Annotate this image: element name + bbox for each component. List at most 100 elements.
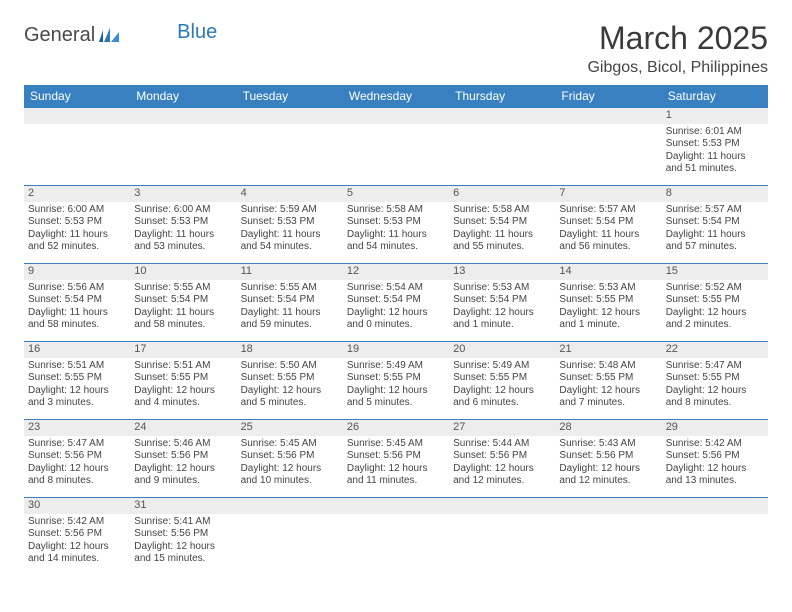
calendar-cell: 24Sunrise: 5:46 AMSunset: 5:56 PMDayligh… bbox=[130, 420, 236, 498]
day-number: 2 bbox=[24, 186, 130, 202]
day-number: 6 bbox=[449, 186, 555, 202]
calendar-cell: 13Sunrise: 5:53 AMSunset: 5:54 PMDayligh… bbox=[449, 264, 555, 342]
sunset-text: Sunset: 5:54 PM bbox=[559, 216, 657, 229]
day-number: 15 bbox=[662, 264, 768, 280]
day-header-row: SundayMondayTuesdayWednesdayThursdayFrid… bbox=[24, 85, 768, 108]
day-number: 5 bbox=[343, 186, 449, 202]
day-number bbox=[343, 108, 449, 124]
sunset-text: Sunset: 5:53 PM bbox=[28, 216, 126, 229]
day-header: Saturday bbox=[662, 85, 768, 108]
day-number bbox=[24, 108, 130, 124]
calendar-cell: 2Sunrise: 6:00 AMSunset: 5:53 PMDaylight… bbox=[24, 186, 130, 264]
sunrise-text: Sunrise: 5:47 AM bbox=[28, 438, 126, 451]
sunrise-text: Sunrise: 5:53 AM bbox=[453, 282, 551, 295]
sunrise-text: Sunrise: 5:47 AM bbox=[666, 360, 764, 373]
sunset-text: Sunset: 5:53 PM bbox=[347, 216, 445, 229]
day-header: Tuesday bbox=[237, 85, 343, 108]
daylight-text: Daylight: 12 hours and 5 minutes. bbox=[347, 385, 445, 410]
day-number: 19 bbox=[343, 342, 449, 358]
daylight-text: Daylight: 12 hours and 0 minutes. bbox=[347, 307, 445, 332]
day-number: 27 bbox=[449, 420, 555, 436]
sunset-text: Sunset: 5:56 PM bbox=[134, 450, 232, 463]
calendar-cell bbox=[449, 498, 555, 576]
title-block: March 2025 Gibgos, Bicol, Philippines bbox=[587, 20, 768, 77]
daylight-text: Daylight: 12 hours and 6 minutes. bbox=[453, 385, 551, 410]
sunrise-text: Sunrise: 5:54 AM bbox=[347, 282, 445, 295]
calendar-cell: 7Sunrise: 5:57 AMSunset: 5:54 PMDaylight… bbox=[555, 186, 661, 264]
calendar-row: 30Sunrise: 5:42 AMSunset: 5:56 PMDayligh… bbox=[24, 498, 768, 576]
daylight-text: Daylight: 12 hours and 8 minutes. bbox=[28, 463, 126, 488]
sunrise-text: Sunrise: 5:58 AM bbox=[453, 204, 551, 217]
daylight-text: Daylight: 12 hours and 12 minutes. bbox=[453, 463, 551, 488]
calendar-cell: 1Sunrise: 6:01 AMSunset: 5:53 PMDaylight… bbox=[662, 108, 768, 186]
calendar-row: 2Sunrise: 6:00 AMSunset: 5:53 PMDaylight… bbox=[24, 186, 768, 264]
day-number: 8 bbox=[662, 186, 768, 202]
sunset-text: Sunset: 5:56 PM bbox=[666, 450, 764, 463]
sunset-text: Sunset: 5:55 PM bbox=[134, 372, 232, 385]
day-number bbox=[449, 108, 555, 124]
day-number: 26 bbox=[343, 420, 449, 436]
daylight-text: Daylight: 12 hours and 9 minutes. bbox=[134, 463, 232, 488]
daylight-text: Daylight: 12 hours and 1 minute. bbox=[559, 307, 657, 332]
sunrise-text: Sunrise: 5:53 AM bbox=[559, 282, 657, 295]
day-number: 31 bbox=[130, 498, 236, 514]
calendar-cell: 19Sunrise: 5:49 AMSunset: 5:55 PMDayligh… bbox=[343, 342, 449, 420]
calendar-page: General Blue March 2025 Gibgos, Bicol, P… bbox=[0, 0, 792, 596]
day-number bbox=[237, 498, 343, 514]
sunset-text: Sunset: 5:55 PM bbox=[453, 372, 551, 385]
sunset-text: Sunset: 5:55 PM bbox=[28, 372, 126, 385]
sunset-text: Sunset: 5:56 PM bbox=[241, 450, 339, 463]
calendar-cell: 16Sunrise: 5:51 AMSunset: 5:55 PMDayligh… bbox=[24, 342, 130, 420]
calendar-cell: 10Sunrise: 5:55 AMSunset: 5:54 PMDayligh… bbox=[130, 264, 236, 342]
calendar-cell: 17Sunrise: 5:51 AMSunset: 5:55 PMDayligh… bbox=[130, 342, 236, 420]
day-number bbox=[130, 108, 236, 124]
sunrise-text: Sunrise: 5:51 AM bbox=[134, 360, 232, 373]
sunrise-text: Sunrise: 6:00 AM bbox=[28, 204, 126, 217]
day-number: 18 bbox=[237, 342, 343, 358]
sunset-text: Sunset: 5:54 PM bbox=[453, 216, 551, 229]
sunrise-text: Sunrise: 5:46 AM bbox=[134, 438, 232, 451]
sunset-text: Sunset: 5:55 PM bbox=[347, 372, 445, 385]
calendar-cell: 25Sunrise: 5:45 AMSunset: 5:56 PMDayligh… bbox=[237, 420, 343, 498]
daylight-text: Daylight: 12 hours and 11 minutes. bbox=[347, 463, 445, 488]
day-number: 14 bbox=[555, 264, 661, 280]
sunset-text: Sunset: 5:55 PM bbox=[559, 372, 657, 385]
day-number: 16 bbox=[24, 342, 130, 358]
calendar-cell: 12 Sunrise: 5:54 AMSunset: 5:54 PMDayligh… bbox=[343, 264, 449, 342]
daylight-text: Daylight: 11 hours and 58 minutes. bbox=[134, 307, 232, 332]
sunset-text: Sunset: 5:55 PM bbox=[666, 372, 764, 385]
calendar-body: 1Sunrise: 6:01 AMSunset: 5:53 PMDaylight… bbox=[24, 108, 768, 576]
calendar-cell bbox=[662, 498, 768, 576]
sunrise-text: Sunrise: 5:45 AM bbox=[347, 438, 445, 451]
daylight-text: Daylight: 12 hours and 15 minutes. bbox=[134, 541, 232, 566]
calendar-cell: 21Sunrise: 5:48 AMSunset: 5:55 PMDayligh… bbox=[555, 342, 661, 420]
sunset-text: Sunset: 5:56 PM bbox=[28, 450, 126, 463]
daylight-text: Daylight: 11 hours and 55 minutes. bbox=[453, 229, 551, 254]
calendar-cell bbox=[555, 498, 661, 576]
sunrise-text: Sunrise: 5:56 AM bbox=[28, 282, 126, 295]
logo-text-1: General bbox=[24, 24, 95, 47]
day-number: 12 bbox=[343, 264, 449, 280]
sunrise-text: Sunrise: 5:44 AM bbox=[453, 438, 551, 451]
calendar-cell bbox=[24, 108, 130, 186]
day-header: Friday bbox=[555, 85, 661, 108]
calendar-cell bbox=[555, 108, 661, 186]
sunset-text: Sunset: 5:54 PM bbox=[134, 294, 232, 307]
calendar-cell bbox=[343, 498, 449, 576]
calendar-cell: 14 Sunrise: 5:53 AMSunset: 5:55 PMDayligh… bbox=[555, 264, 661, 342]
calendar-cell: 6 Sunrise: 5:58 AMSunset: 5:54 PMDaylight… bbox=[449, 186, 555, 264]
sunset-text: Sunset: 5:54 PM bbox=[347, 294, 445, 307]
sunset-text: Sunset: 5:53 PM bbox=[666, 138, 764, 151]
day-number: 4 bbox=[237, 186, 343, 202]
sunset-text: Sunset: 5:55 PM bbox=[559, 294, 657, 307]
sunrise-text: Sunrise: 5:57 AM bbox=[559, 204, 657, 217]
daylight-text: Daylight: 12 hours and 13 minutes. bbox=[666, 463, 764, 488]
day-number: 1 bbox=[662, 108, 768, 124]
sunrise-text: Sunrise: 5:57 AM bbox=[666, 204, 764, 217]
day-number: 10 bbox=[130, 264, 236, 280]
day-number: 20 bbox=[449, 342, 555, 358]
logo: General Blue bbox=[24, 20, 217, 47]
day-number bbox=[555, 108, 661, 124]
sunrise-text: Sunrise: 5:59 AM bbox=[241, 204, 339, 217]
sunset-text: Sunset: 5:55 PM bbox=[241, 372, 339, 385]
